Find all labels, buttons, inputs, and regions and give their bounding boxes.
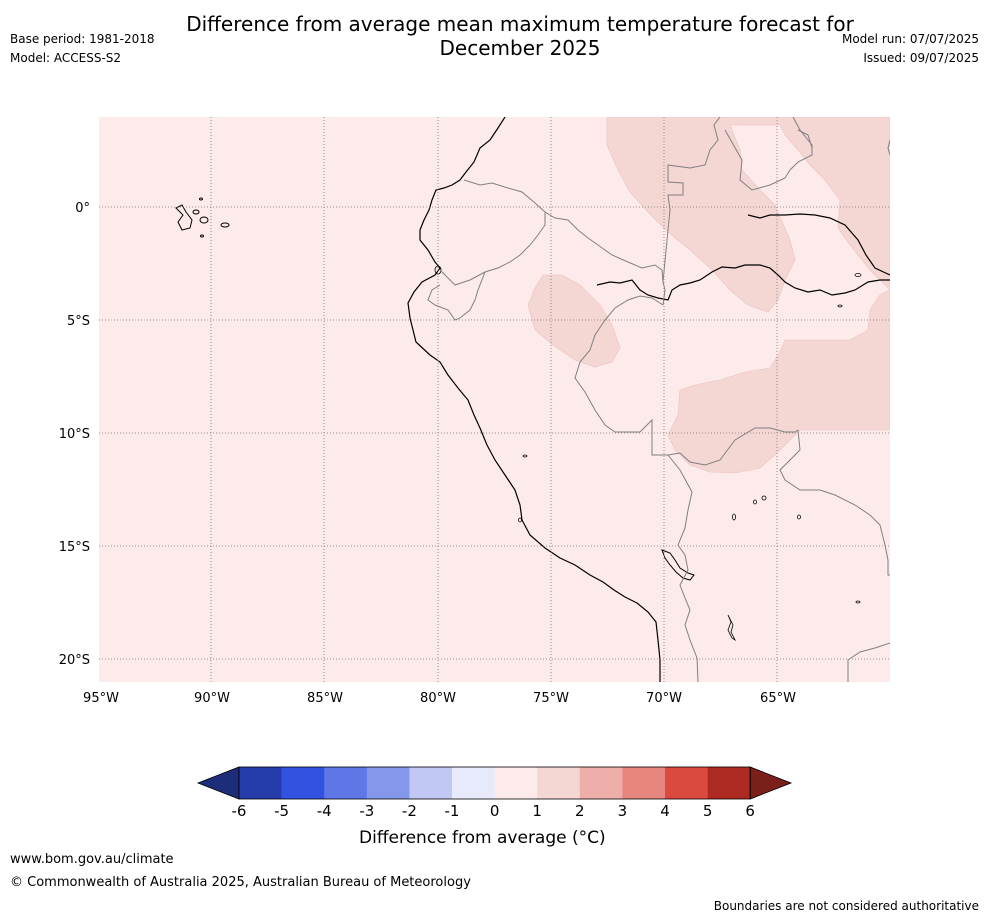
colorbar-segment [707,767,751,799]
colorbar-segment [239,767,282,799]
lat-labels: 0° 5°S 10°S 15°S 20°S [59,201,90,668]
lon-label: 90°W [194,691,230,706]
colorbar-segment [665,767,708,799]
lon-labels: 95°W 90°W 85°W 80°W 75°W 70°W 65°W [83,691,796,706]
colorbar-segment [409,767,453,799]
lon-label: 85°W [307,691,343,706]
model-run: Model run: 07/07/2025 [841,32,979,46]
colorbar-tick-label: -1 [445,802,460,820]
lon-label: 65°W [760,691,796,706]
colorbar-segment [494,767,538,799]
lon-label: 75°W [533,691,569,706]
map-title: Difference from average mean maximum tem… [0,12,988,60]
map-layers [99,117,890,682]
colorbar-frame [238,766,751,800]
colorbar-tick-label: 0 [490,802,500,820]
colorbar-tick-label: -3 [359,802,374,820]
colorbar-segment [452,767,495,799]
base-period: Base period: 1981-2018 [10,32,155,46]
graticule [99,117,890,682]
lat-label: 5°S [67,314,90,329]
coastline-south-america [407,117,661,682]
lat-label: 15°S [59,540,90,555]
model-name: Model: ACCESS-S2 [10,51,122,65]
colorbar-tick-label: 2 [575,802,585,820]
colorbar-segment [537,767,581,799]
colorbar-under-arrow [196,766,240,800]
anomaly-region-northeast [606,117,890,313]
colorbar-segment [281,767,325,799]
colorbar-tick-label: -4 [317,802,332,820]
colorbar-segment [579,767,623,799]
website-link[interactable]: www.bom.gov.au/climate [10,852,174,867]
colorbar-over-arrow [749,766,793,800]
lon-label: 80°W [420,691,456,706]
amazon-river [596,264,890,301]
anomaly-region-southeast [667,289,890,474]
colorbar-tick-label: -6 [232,802,247,820]
title-line-2: December 2025 [439,36,601,60]
colorbar-tick-label: 5 [703,802,713,820]
colorbar-segment [366,767,410,799]
colorbar-tick-label: -5 [274,802,289,820]
lat-label: 20°S [59,653,90,668]
lake-titicaca [661,549,695,581]
copyright-text: © Commonwealth of Australia 2025, Austra… [10,875,471,890]
lon-label: 95°W [83,691,119,706]
colorbar-segment [622,767,666,799]
colorbar-tick-label: -2 [402,802,417,820]
disclaimer-text: Boundaries are not considered authoritat… [713,899,979,913]
title-line-1: Difference from average mean maximum tem… [186,12,854,36]
colorbar-tick-label: 1 [532,802,542,820]
colorbar-tick-label: 6 [745,802,755,820]
lat-label: 10°S [59,427,90,442]
lat-label: 0° [75,201,90,216]
colorbar-tick-label: 4 [660,802,670,820]
issued-date: Issued: 09/07/2025 [863,51,979,65]
colorbar: -6 -5 -4 -3 -2 -1 0 1 2 3 4 5 6 [196,766,793,820]
lon-label: 70°W [646,691,682,706]
colorbar-tick-label: 3 [618,802,628,820]
colorbar-segment [324,767,368,799]
colorbar-label: Difference from average (°C) [359,828,606,848]
country-borders [427,117,890,682]
rio-negro [747,213,890,276]
